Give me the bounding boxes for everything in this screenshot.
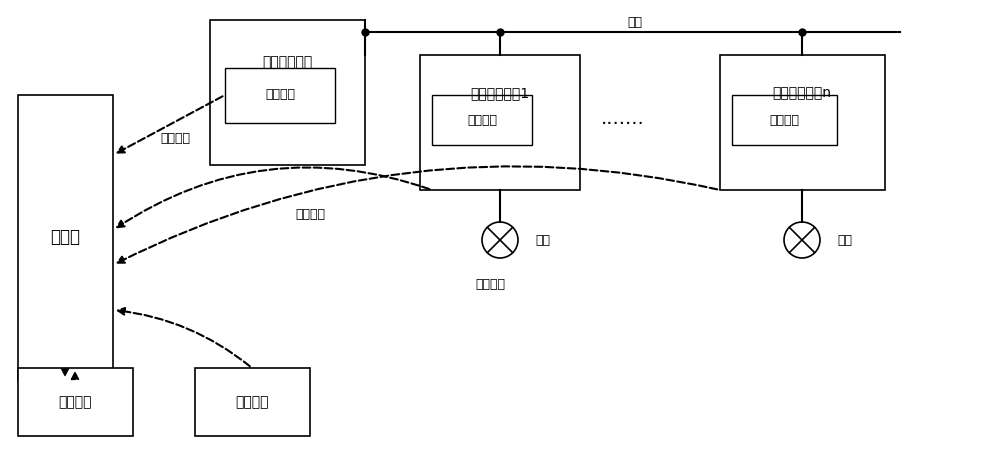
Text: 远程通信: 远程通信 [295,208,325,222]
FancyArrowPatch shape [118,96,223,152]
Bar [225,68,335,123]
Text: 路灯: 路灯 [535,233,550,247]
Text: 远程通信: 远程通信 [475,278,505,292]
FancyArrowPatch shape [118,167,717,263]
Text: 通信模块: 通信模块 [265,89,295,101]
Text: 服务器: 服务器 [50,228,80,246]
FancyArrowPatch shape [62,369,68,375]
Text: 远程通信: 远程通信 [160,131,190,145]
Bar [18,368,133,436]
Text: 客户电脑: 客户电脑 [235,395,269,409]
Bar [720,55,885,190]
Bar [420,55,580,190]
Bar [195,368,310,436]
Bar [732,95,837,145]
Bar [18,95,113,380]
Text: 单灯控制设备n: 单灯控制设备n [772,86,832,100]
Text: 通信模块: 通信模块 [769,113,799,126]
Text: 供电: 供电 [628,15,642,29]
Text: 路灯: 路灯 [837,233,852,247]
Text: 移动设备: 移动设备 [58,395,92,409]
FancyArrowPatch shape [72,373,78,379]
Bar [432,95,532,145]
FancyArrowPatch shape [118,308,250,366]
Text: 通信模块: 通信模块 [467,113,497,126]
Bar [210,20,365,165]
Text: 单灯控制设备1: 单灯控制设备1 [470,86,530,100]
FancyArrowPatch shape [117,167,429,227]
Text: 线路控制设备: 线路控制设备 [262,55,312,69]
Text: ·······: ······· [601,116,645,135]
